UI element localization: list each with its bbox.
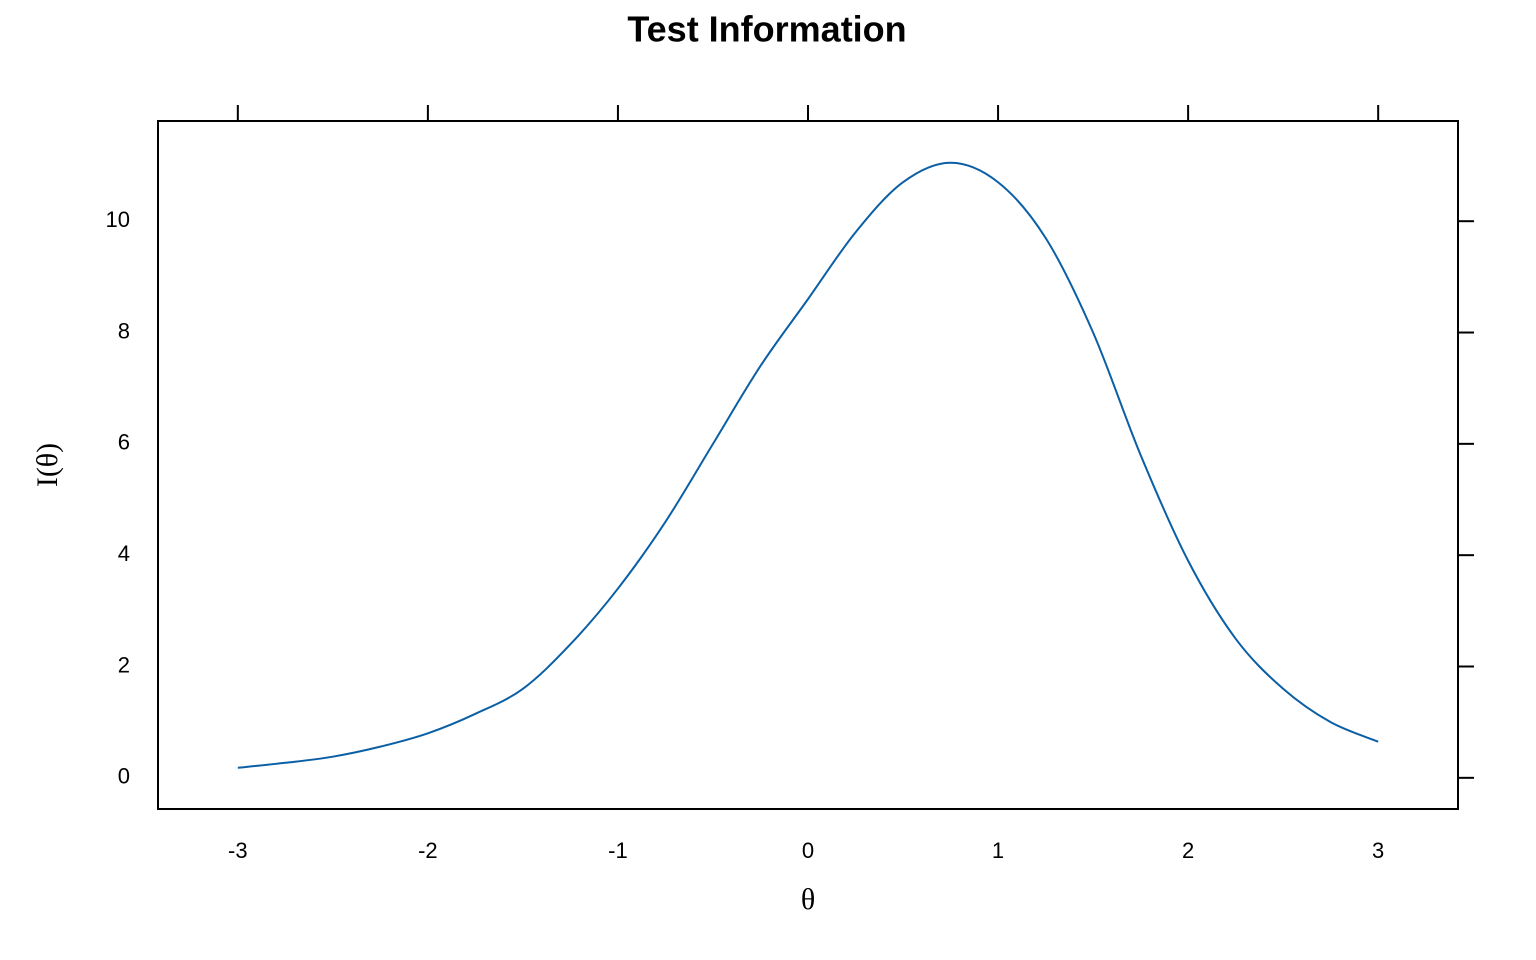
x-tick-label: -3: [228, 838, 248, 863]
x-tick-label: 0: [802, 838, 814, 863]
y-tick-label: 6: [118, 430, 130, 455]
y-axis-label: I(θ): [31, 443, 64, 487]
x-axis-label: θ: [801, 883, 815, 916]
y-tick-label: 10: [106, 207, 130, 232]
data-line: [237, 161, 1379, 769]
x-tick-label: 2: [1182, 838, 1194, 863]
y-tick-label: 2: [118, 652, 130, 677]
x-tick-label: -1: [608, 838, 628, 863]
plot-frame: [157, 120, 1459, 810]
x-tick-label: 3: [1372, 838, 1384, 863]
x-tick-label: 1: [992, 838, 1004, 863]
chart-title: Test Information: [627, 9, 906, 50]
y-tick-label: 4: [118, 541, 130, 566]
y-tick-label: 8: [118, 318, 130, 343]
x-tick-label: -2: [418, 838, 438, 863]
y-tick-label: 0: [118, 764, 130, 789]
